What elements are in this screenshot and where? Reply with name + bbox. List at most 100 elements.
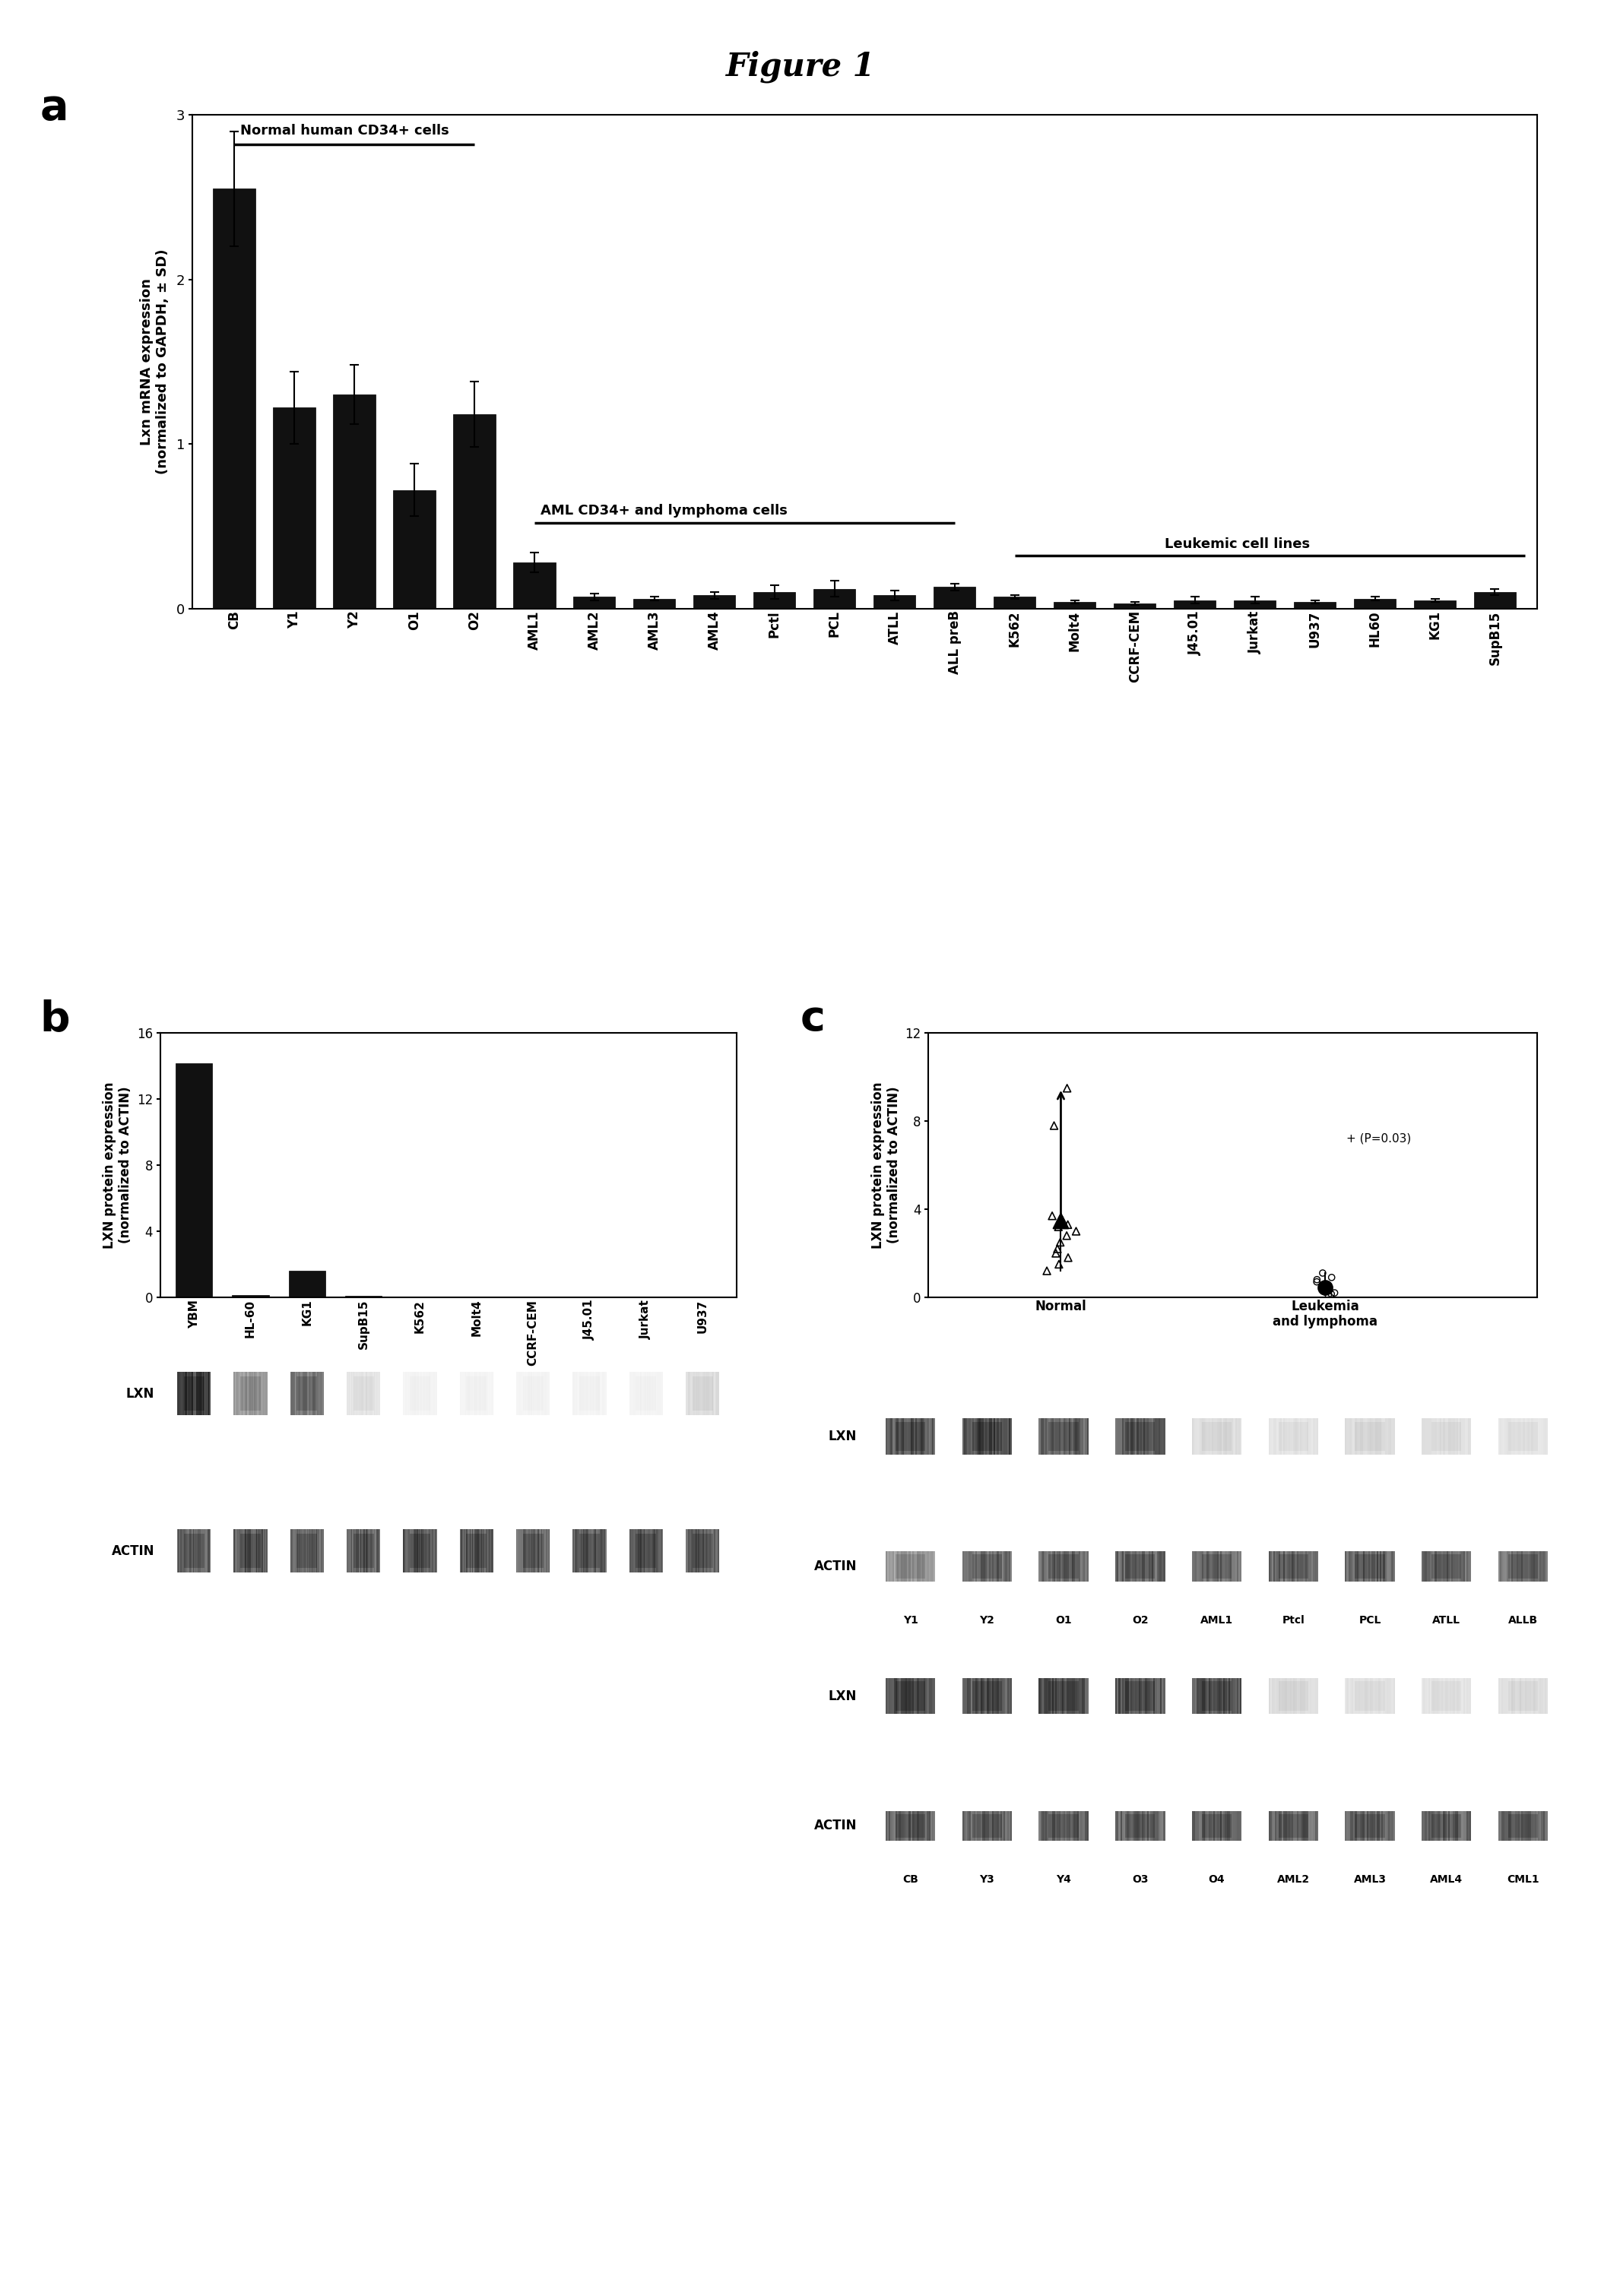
- Bar: [927, 1678, 929, 1715]
- Bar: [1210, 1419, 1212, 1456]
- Bar: [1547, 1552, 1548, 1582]
- Bar: [1353, 1678, 1354, 1715]
- Bar: [1225, 1552, 1226, 1582]
- Bar: [989, 1678, 991, 1715]
- Bar: [1356, 1812, 1358, 1841]
- Bar: [1462, 1419, 1463, 1456]
- Bar: [1061, 1552, 1063, 1582]
- Point: [1041, 1107, 1066, 1143]
- Bar: [1500, 1678, 1502, 1715]
- Bar: [1454, 1678, 1455, 1715]
- Bar: [1146, 1552, 1148, 1582]
- Bar: [1313, 1812, 1314, 1841]
- Bar: [1508, 1812, 1510, 1841]
- Bar: [1369, 1552, 1370, 1582]
- Text: a: a: [40, 87, 69, 129]
- Bar: [1439, 1419, 1441, 1456]
- Point: [1322, 1274, 1348, 1311]
- Bar: [1207, 1678, 1209, 1715]
- Bar: [1428, 1419, 1430, 1456]
- Bar: [1279, 1812, 1281, 1841]
- Bar: [1126, 1552, 1127, 1582]
- Bar: [1061, 1419, 1063, 1456]
- Bar: [1386, 1419, 1388, 1456]
- Bar: [634, 599, 676, 608]
- Text: AML2: AML2: [1278, 1874, 1310, 1885]
- Bar: [1041, 1678, 1042, 1715]
- Bar: [1388, 1552, 1390, 1582]
- Point: [1045, 1208, 1071, 1244]
- Bar: [991, 1812, 993, 1841]
- Bar: [932, 1678, 933, 1715]
- Bar: [913, 1812, 914, 1841]
- Bar: [1436, 1419, 1438, 1456]
- Bar: [1353, 1419, 1354, 1456]
- Bar: [1079, 1812, 1081, 1841]
- Bar: [1316, 1678, 1318, 1715]
- Bar: [1140, 1552, 1142, 1582]
- Bar: [895, 1812, 897, 1841]
- Bar: [1540, 1552, 1542, 1582]
- Bar: [1220, 1419, 1222, 1456]
- Bar: [1117, 1678, 1119, 1715]
- Bar: [1380, 1812, 1382, 1841]
- Bar: [1063, 1812, 1065, 1841]
- Bar: [1041, 1419, 1042, 1456]
- Bar: [1066, 1552, 1068, 1582]
- Bar: [1124, 1552, 1126, 1582]
- Bar: [1545, 1678, 1547, 1715]
- Bar: [1132, 1552, 1134, 1582]
- Bar: [1164, 1419, 1166, 1456]
- Bar: [1087, 1812, 1089, 1841]
- Bar: [1085, 1419, 1087, 1456]
- Bar: [1233, 1812, 1234, 1841]
- Bar: [996, 1419, 997, 1456]
- Bar: [1191, 1419, 1193, 1456]
- Bar: [1081, 1552, 1082, 1582]
- Bar: [1295, 1552, 1297, 1582]
- Bar: [1377, 1812, 1378, 1841]
- Bar: [1198, 1678, 1199, 1715]
- Bar: [1226, 1419, 1228, 1456]
- Bar: [1087, 1552, 1089, 1582]
- Bar: [1540, 1812, 1542, 1841]
- Bar: [232, 1295, 269, 1297]
- Bar: [1545, 1812, 1547, 1841]
- Bar: [1292, 1678, 1294, 1715]
- Bar: [1199, 1678, 1201, 1715]
- Bar: [973, 1678, 975, 1715]
- Bar: [1074, 1678, 1076, 1715]
- Bar: [1127, 1812, 1129, 1841]
- Bar: [921, 1552, 922, 1582]
- Bar: [1470, 1678, 1471, 1715]
- Bar: [1433, 1678, 1434, 1715]
- Bar: [1361, 1552, 1364, 1582]
- Bar: [1503, 1552, 1505, 1582]
- Bar: [1313, 1419, 1314, 1456]
- Bar: [989, 1812, 991, 1841]
- Bar: [1358, 1678, 1359, 1715]
- Bar: [1063, 1552, 1065, 1582]
- Bar: [1069, 1678, 1073, 1715]
- Bar: [1539, 1812, 1540, 1841]
- Bar: [1161, 1678, 1162, 1715]
- Bar: [965, 1552, 967, 1582]
- Bar: [967, 1678, 969, 1715]
- Bar: [1457, 1419, 1459, 1456]
- Bar: [916, 1812, 917, 1841]
- Bar: [1521, 1678, 1523, 1715]
- Bar: [1354, 1552, 1356, 1582]
- Bar: [1353, 1552, 1354, 1582]
- Bar: [1236, 1812, 1238, 1841]
- Bar: [1164, 1552, 1166, 1582]
- Bar: [1045, 1419, 1047, 1456]
- Bar: [1316, 1552, 1318, 1582]
- Bar: [1455, 1812, 1457, 1841]
- Bar: [1507, 1552, 1508, 1582]
- Bar: [1521, 1812, 1523, 1841]
- Bar: [1084, 1678, 1085, 1715]
- Bar: [1391, 1419, 1393, 1456]
- Bar: [1374, 1552, 1375, 1582]
- Bar: [1068, 1419, 1069, 1456]
- Bar: [1039, 1552, 1041, 1582]
